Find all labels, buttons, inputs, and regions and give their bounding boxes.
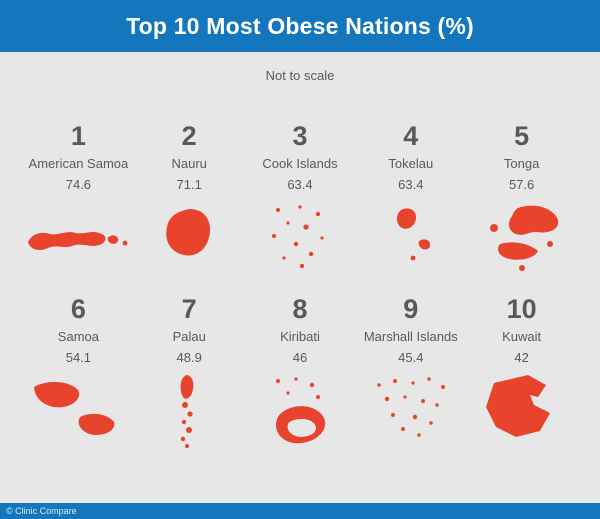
american-samoa-map-icon [28,231,128,250]
nation-name: Samoa [57,329,99,344]
tokelau-map-shape [358,196,463,280]
not-to-scale-note: Not to scale [265,68,335,83]
nation-cell-tokelau: 4 Tokelau 63.4 [358,121,463,280]
nation-cell-american-samoa: 1 American Samoa 74.6 [26,121,131,280]
header-bar: Top 10 Most Obese Nations (%) [0,0,600,52]
cook-islands-map-icon [271,205,324,269]
footer-bar: © Clinic Compare [0,503,600,519]
nation-value: 71.1 [176,177,202,192]
nation-cell-nauru: 2 Nauru 71.1 [137,121,242,280]
tokelau-map-icon [396,208,430,261]
samoa-map-shape [26,369,131,453]
nation-rank: 3 [292,121,308,151]
page-title: Top 10 Most Obese Nations (%) [126,12,474,39]
nation-cell-marshall-islands: 9 Marshall Islands 45.4 [358,294,463,453]
nation-cell-kuwait: 10 Kuwait 42 [469,294,574,453]
nation-name: Kuwait [502,329,542,344]
tonga-map-icon [489,205,558,271]
nation-cell-tonga: 5 Tonga 57.6 [469,121,574,280]
samoa-map-icon [34,381,115,435]
kuwait-map-shape [469,369,574,453]
nation-name: Cook Islands [262,156,338,171]
nation-rank: 2 [181,121,197,151]
nation-cell-samoa: 6 Samoa 54.1 [26,294,131,453]
nation-rank: 1 [70,121,86,151]
nation-rank: 4 [403,121,419,151]
american-samoa-map-shape [26,196,131,280]
nation-cell-palau: 7 Palau 48.9 [137,294,242,453]
nation-value: 57.6 [508,177,535,192]
credit-text: © Clinic Compare [6,506,77,516]
nation-name: Marshall Islands [363,329,458,344]
nation-value: 42 [514,350,529,365]
palau-map-icon [180,375,194,448]
nation-cell-cook-islands: 3 Cook Islands 63.4 [248,121,353,280]
nation-rank: 10 [506,294,537,324]
nation-rank: 7 [181,294,197,324]
nations-grid: 1 American Samoa 74.6 2 Nauru 71.1 [0,121,600,453]
nation-name: Palau [172,329,206,344]
kiribati-map-shape [248,369,353,453]
tonga-map-shape [469,196,574,280]
nation-rank: 9 [403,294,419,324]
nation-value: 48.9 [176,350,202,365]
marshall-islands-map-shape [358,369,463,453]
nation-cell-kiribati: 8 Kiribati 46 [248,294,353,453]
palau-map-shape [137,369,242,453]
nation-rank: 5 [514,121,530,151]
nation-name: Tokelau [388,156,434,171]
nation-rank: 6 [70,294,86,324]
nauru-map-shape [137,196,242,280]
nation-name: American Samoa [28,156,129,171]
nation-value: 54.1 [65,350,92,365]
nation-value: 63.4 [287,177,313,192]
nation-value: 74.6 [65,177,92,192]
nation-name: Nauru [171,156,207,171]
marshall-islands-map-icon [376,377,445,437]
nation-value: 45.4 [398,350,424,365]
nation-name: Tonga [503,156,540,171]
nation-rank: 8 [292,294,308,324]
nation-value: 46 [292,350,308,365]
nauru-map-icon [166,209,211,256]
kiribati-map-icon [275,377,326,444]
nation-value: 63.4 [398,177,424,192]
kuwait-map-icon [485,375,550,437]
nation-name: Kiribati [280,329,320,344]
cook-islands-map-shape [248,196,353,280]
